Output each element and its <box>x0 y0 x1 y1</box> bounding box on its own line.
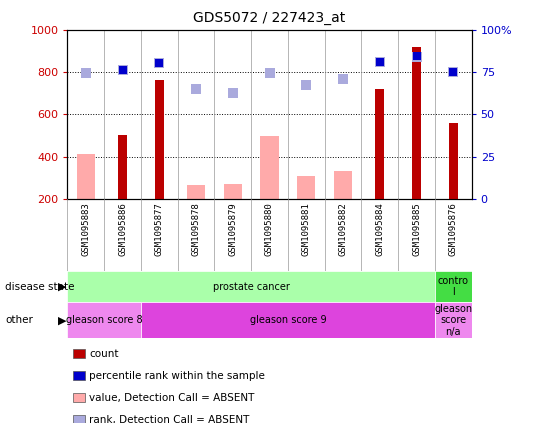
Text: GSM1095883: GSM1095883 <box>81 203 90 256</box>
Bar <box>67 302 141 338</box>
Text: count: count <box>89 349 119 359</box>
Bar <box>155 80 164 199</box>
Bar <box>118 135 127 199</box>
Text: GSM1095877: GSM1095877 <box>155 203 164 256</box>
Bar <box>187 185 205 199</box>
Bar <box>297 176 315 199</box>
Text: GSM1095879: GSM1095879 <box>228 203 237 256</box>
Text: GSM1095878: GSM1095878 <box>191 203 201 256</box>
Text: gleason
score
n/a: gleason score n/a <box>434 304 472 337</box>
Text: GSM1095886: GSM1095886 <box>118 203 127 256</box>
Text: other: other <box>5 316 33 325</box>
Text: disease state: disease state <box>5 282 75 291</box>
Text: prostate cancer: prostate cancer <box>213 282 289 291</box>
Bar <box>141 302 435 338</box>
Text: value, Detection Call = ABSENT: value, Detection Call = ABSENT <box>89 393 254 403</box>
Text: gleason score 8: gleason score 8 <box>66 316 142 325</box>
Text: GSM1095881: GSM1095881 <box>302 203 311 256</box>
Bar <box>435 302 472 338</box>
Text: GSM1095882: GSM1095882 <box>338 203 348 256</box>
Bar <box>448 123 458 199</box>
Text: gleason score 9: gleason score 9 <box>250 316 326 325</box>
Text: GSM1095885: GSM1095885 <box>412 203 421 256</box>
Text: rank, Detection Call = ABSENT: rank, Detection Call = ABSENT <box>89 415 250 423</box>
Bar <box>260 136 279 199</box>
Text: percentile rank within the sample: percentile rank within the sample <box>89 371 265 381</box>
Text: GSM1095880: GSM1095880 <box>265 203 274 256</box>
Text: ▶: ▶ <box>58 316 66 325</box>
Text: GSM1095876: GSM1095876 <box>449 203 458 256</box>
Bar <box>77 154 95 199</box>
Bar <box>334 171 352 199</box>
Text: GDS5072 / 227423_at: GDS5072 / 227423_at <box>194 11 345 25</box>
Text: contro
l: contro l <box>438 276 469 297</box>
Text: GSM1095884: GSM1095884 <box>375 203 384 256</box>
Bar <box>412 47 421 199</box>
Bar <box>224 184 242 199</box>
Bar <box>435 271 472 302</box>
Bar <box>375 89 384 199</box>
Text: ▶: ▶ <box>58 282 66 291</box>
